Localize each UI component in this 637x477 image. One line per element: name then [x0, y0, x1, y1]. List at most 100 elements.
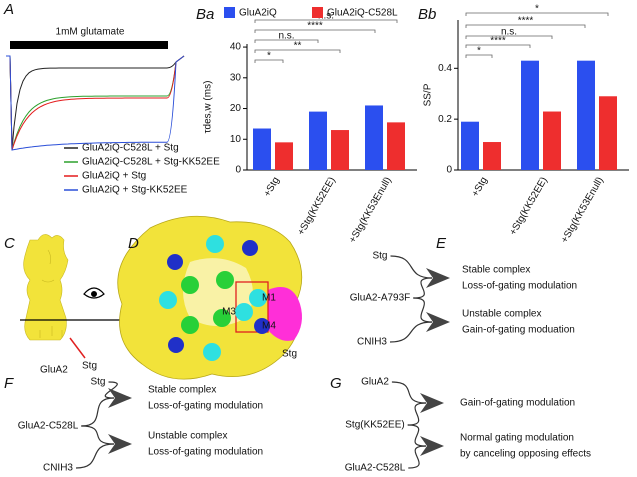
significance-label: **** — [518, 16, 534, 27]
significance-label: ** — [294, 41, 302, 52]
x-tick-label: +Stg(KK53Enull) — [347, 175, 394, 245]
x-tick-label: +Stg(KK53Enull) — [559, 175, 606, 245]
eye-icon — [83, 287, 105, 299]
bar — [599, 96, 617, 170]
y-tick-label: 30 — [230, 72, 242, 83]
arrowhead — [426, 268, 450, 288]
significance-label: * — [477, 46, 481, 57]
connector — [76, 443, 115, 469]
significance-bracket — [254, 49, 341, 53]
connector — [413, 297, 433, 323]
significance-label: **** — [490, 36, 506, 47]
input-label: Stg — [372, 251, 387, 262]
connector — [407, 424, 427, 447]
panel-label: C — [4, 235, 15, 252]
bar — [365, 105, 383, 170]
current-trace — [6, 55, 185, 151]
significance-bracket — [465, 35, 553, 39]
panel-label: D — [128, 235, 139, 252]
y-tick-label: 40 — [230, 42, 242, 53]
arrowhead — [420, 436, 444, 456]
connector — [391, 381, 427, 404]
legend-label: GluA2iQ-C528L + Stg — [82, 143, 179, 154]
legend-swatch — [224, 7, 235, 18]
y-tick-label: 0 — [235, 165, 241, 176]
outcome-label: Normal gating modulation — [460, 433, 574, 444]
significance-bracket — [254, 29, 376, 33]
input-label: Stg — [90, 377, 105, 388]
helix-label: M1 — [262, 293, 276, 304]
legend-box — [60, 141, 188, 200]
significance-bracket — [254, 39, 319, 43]
significance-bracket — [465, 12, 609, 16]
outcome-label: Loss-of-gating modulation — [148, 401, 263, 412]
connector — [407, 402, 427, 426]
input-label: GluA2-C528L — [18, 421, 79, 432]
helix-label: M4 — [262, 321, 276, 332]
connector — [390, 321, 433, 343]
bar — [309, 111, 327, 170]
significance-label: n.s. — [318, 11, 334, 22]
connector — [390, 255, 433, 279]
outcome-label: Loss-of-gating modulation — [148, 447, 263, 458]
bar — [543, 111, 561, 170]
panel-label: G — [330, 375, 342, 392]
input-label: GluA2-A793F — [350, 293, 411, 304]
arrowhead — [108, 434, 132, 454]
bar — [331, 130, 349, 170]
input-label: Stg(KK52EE) — [345, 420, 404, 431]
significance-label: * — [535, 4, 539, 15]
stimulus-label: 1mM glutamate — [56, 27, 125, 38]
connector — [408, 445, 427, 469]
arrowhead — [420, 393, 444, 413]
legend-label: GluA2iQ-C528L — [327, 8, 398, 19]
legend-label: GluA2iQ — [239, 8, 277, 19]
bar — [253, 128, 271, 170]
outcome-label: by canceling opposing effects — [460, 449, 591, 460]
connector — [413, 277, 433, 299]
legend-label: GluA2iQ-C528L + Stg-KK52EE — [82, 157, 220, 168]
auxiliary-label: Stg — [282, 349, 297, 360]
legend-label: GluA2iQ + Stg — [82, 171, 146, 182]
outcome-label: Unstable complex — [148, 431, 227, 442]
outcome-label: Stable complex — [148, 385, 216, 396]
y-tick-label: 0.4 — [438, 63, 452, 74]
panel-label: F — [4, 375, 14, 392]
protein-label: GluA2 — [40, 365, 68, 376]
significance-label: * — [267, 51, 271, 62]
significance-bracket — [254, 19, 398, 23]
bar — [461, 121, 479, 170]
stg-pointer — [69, 337, 86, 359]
outcome-label: Gain-of-gating moduation — [462, 325, 575, 336]
input-label: GluA2-C528L — [345, 463, 406, 474]
x-tick-label: +Stg(KK52EE) — [296, 175, 338, 237]
bar — [483, 142, 501, 170]
arrowhead — [426, 312, 450, 332]
current-trace — [6, 55, 185, 151]
outcome-label: Gain-of-gating modulation — [460, 398, 575, 409]
input-label: CNIH3 — [43, 463, 73, 474]
bar — [577, 60, 595, 171]
auxiliary-label: Stg — [82, 361, 97, 372]
panel-label: A — [3, 1, 14, 18]
significance-label: n.s. — [501, 27, 517, 38]
y-axis-label: τdes,w (ms) — [203, 81, 214, 134]
panel-label: Ba — [196, 6, 214, 23]
input-label: CNIH3 — [357, 337, 387, 348]
outcome-label: Stable complex — [462, 265, 530, 276]
x-tick-label: +Stg(KK52EE) — [508, 175, 550, 237]
connector — [81, 397, 115, 427]
legend-label: GluA2iQ + Stg-KK52EE — [82, 185, 188, 196]
panel-label: Bb — [418, 6, 436, 23]
bar — [275, 142, 293, 170]
y-axis-label: SS/P — [423, 83, 434, 106]
input-label: GluA2 — [361, 377, 389, 388]
significance-label: **** — [307, 21, 323, 32]
y-tick-label: 0 — [446, 165, 452, 176]
top-view-density — [117, 215, 303, 380]
current-trace — [6, 55, 185, 151]
x-tick-label: +Stg — [470, 175, 490, 199]
x-tick-label: +Stg — [262, 175, 282, 199]
significance-bracket — [254, 59, 284, 63]
